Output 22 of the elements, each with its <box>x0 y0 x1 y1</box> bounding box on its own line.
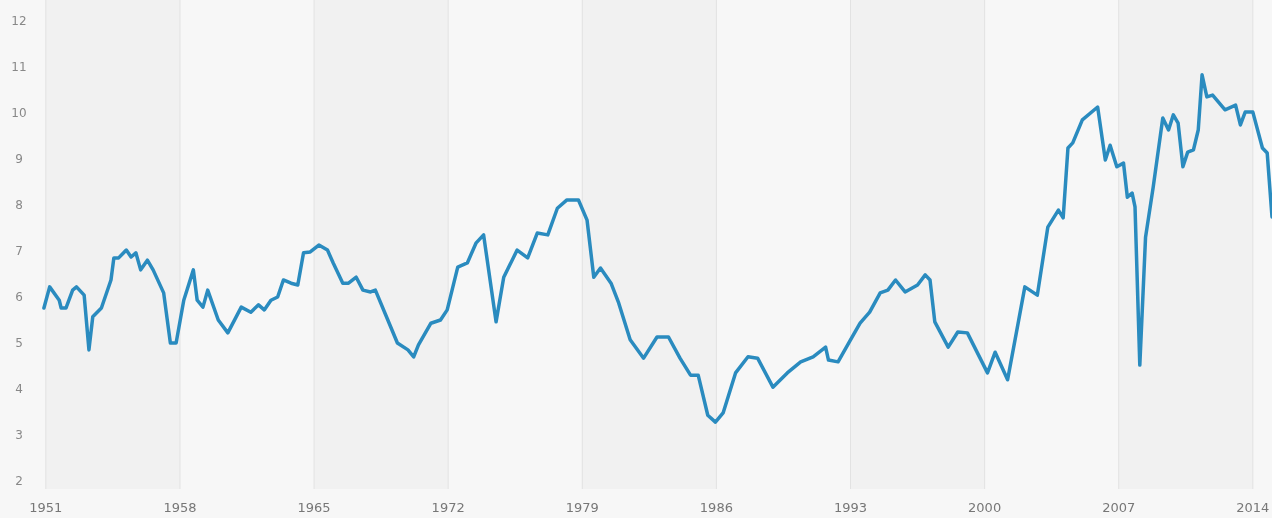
x-tick-label: 2014 <box>1236 500 1270 515</box>
y-tick-label: 6 <box>15 290 23 305</box>
x-tick-label: 1979 <box>565 500 599 515</box>
y-tick-label: 11 <box>11 60 27 75</box>
y-tick-label: 5 <box>15 336 23 351</box>
y-tick-label: 8 <box>15 198 23 213</box>
y-tick-label: 2 <box>15 474 23 489</box>
x-tick-label: 1958 <box>163 500 197 515</box>
x-tick-label: 2000 <box>968 500 1002 515</box>
x-tick-label: 1965 <box>297 500 331 515</box>
y-tick-label: 7 <box>15 244 23 259</box>
x-tick-label: 1986 <box>699 500 733 515</box>
y-tick-label: 9 <box>15 152 23 167</box>
y-tick-label: 4 <box>15 382 23 397</box>
x-tick-label: 1951 <box>29 500 63 515</box>
y-tick-label: 10 <box>11 106 27 121</box>
x-tick-label: 1993 <box>833 500 868 515</box>
line-series <box>42 73 1272 424</box>
x-tick-label: 1972 <box>431 500 465 515</box>
x-tick-label: 2007 <box>1102 500 1136 515</box>
y-tick-label: 12 <box>11 14 27 29</box>
y-tick-label: 3 <box>15 428 23 443</box>
